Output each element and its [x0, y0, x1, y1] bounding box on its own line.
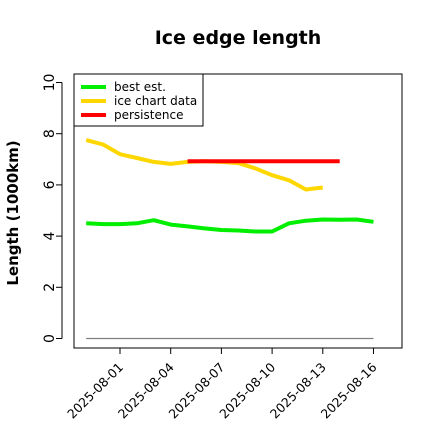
y-tick-label: 10 [42, 74, 58, 92]
y-tick-label: 6 [42, 180, 58, 189]
series-layer [85, 138, 374, 340]
legend-box [73, 73, 204, 127]
series-line-best-est [86, 217, 374, 234]
legend-label: best est. [114, 80, 166, 94]
y-tick-label: 0 [42, 334, 58, 343]
legend-label: persistence [114, 108, 183, 122]
legend-label: ice chart data [114, 94, 197, 108]
x-axis: 2025-08-012025-08-042025-08-072025-08-10… [64, 347, 380, 421]
series-line-ice-chart-data [85, 138, 324, 192]
y-tick-label: 8 [42, 129, 58, 138]
y-tick-label: 2 [42, 283, 58, 292]
y-axis: 0 2 4 6 8 10 [42, 74, 63, 343]
y-tick-label: 4 [42, 232, 58, 241]
y-axis-label: Length (1000km) [4, 140, 22, 285]
chart-title: Ice edge length [155, 27, 322, 49]
